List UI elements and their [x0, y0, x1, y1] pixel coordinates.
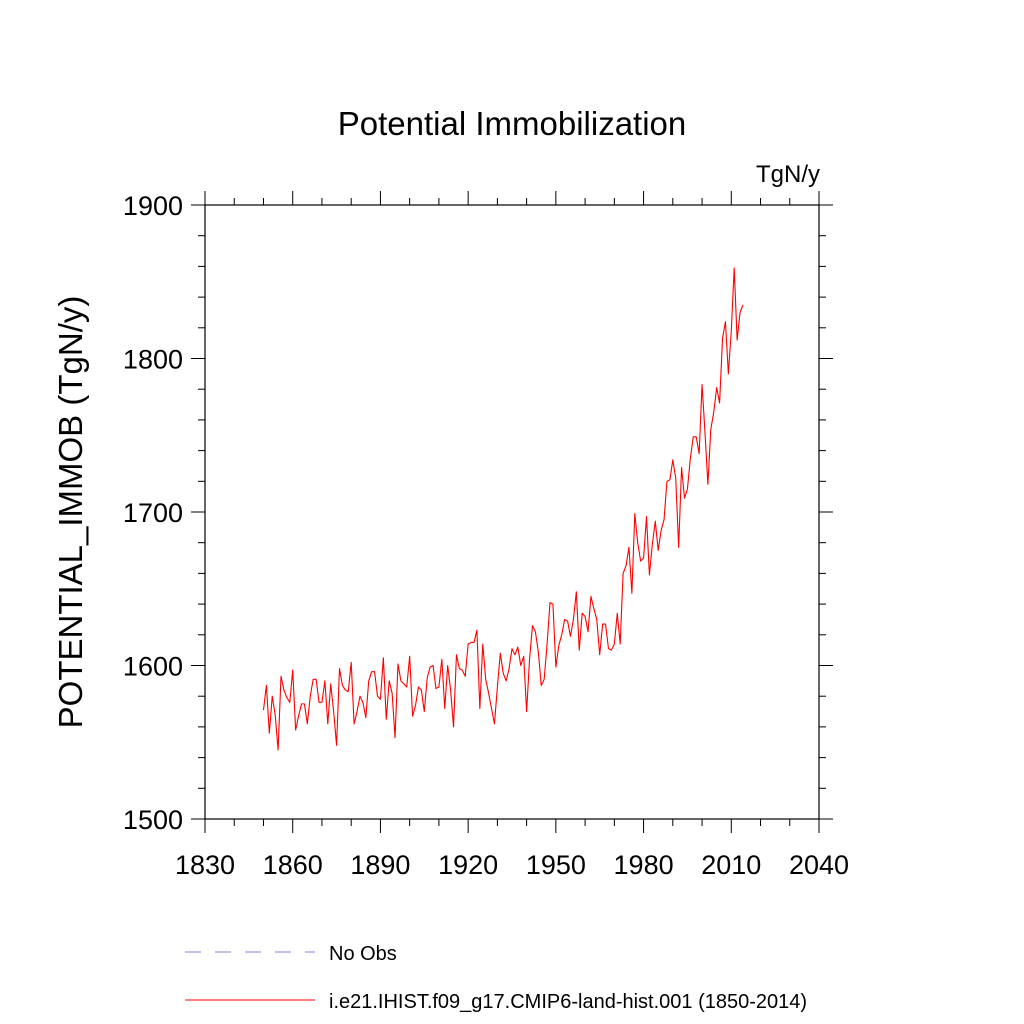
chart-title: Potential Immobilization: [338, 105, 687, 142]
series-line: [262, 267, 744, 751]
y-tick-label: 1500: [123, 805, 183, 835]
x-tick-label: 1980: [614, 850, 674, 880]
y-tick-label: 1700: [123, 498, 183, 528]
plot-frame: [204, 204, 820, 820]
legend-label-model: i.e21.IHIST.f09_g17.CMIP6-land-hist.001 …: [329, 991, 807, 1013]
x-tick-label: 1950: [526, 850, 586, 880]
axis-ticks: [191, 191, 833, 833]
x-tick-label: 2040: [789, 850, 849, 880]
y-tick-label: 1800: [123, 345, 183, 375]
x-tick-label: 1830: [175, 850, 235, 880]
x-tick-label: 2010: [701, 850, 761, 880]
units-label: TgN/y: [756, 161, 820, 188]
x-tick-label: 1860: [263, 850, 323, 880]
y-axis-label: POTENTIAL_IMMOB (TgN/y): [52, 296, 89, 729]
x-tick-label: 1920: [438, 850, 498, 880]
legend: No Obs i.e21.IHIST.f09_g17.CMIP6-land-hi…: [185, 943, 807, 1013]
y-tick-label: 1600: [123, 652, 183, 682]
y-tick-label: 1900: [123, 191, 183, 221]
y-tick-labels: 1500 1600 1700 1800 1900: [123, 191, 183, 835]
x-tick-label: 1890: [350, 850, 410, 880]
x-tick-labels: 1830 1860 1890 1920 1950 1980 2010 2040: [175, 850, 849, 880]
legend-label-no-obs: No Obs: [329, 943, 397, 965]
series-layer: [262, 267, 744, 751]
